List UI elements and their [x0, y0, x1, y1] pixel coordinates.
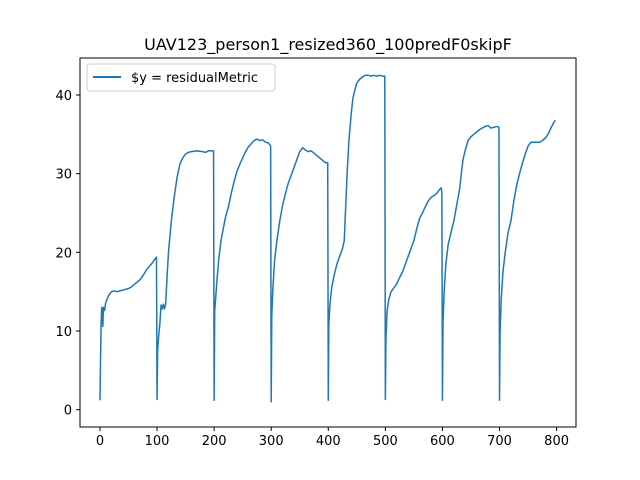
chart-title: UAV123_person1_resized360_100predF0skipF — [144, 35, 512, 55]
series-line-0 — [99, 74, 556, 403]
legend-box — [86, 63, 276, 92]
x-tick-label: 400 — [316, 434, 341, 449]
legend: $y = residualMetric — [86, 63, 276, 92]
axes: 0 100 200 300 400 500 600 700 800 0 10 20 30 40 — [55, 57, 577, 449]
x-tick-label: 500 — [373, 434, 398, 449]
x-tick-label: 100 — [145, 434, 170, 449]
plot-area — [99, 74, 556, 403]
y-tick-label: 30 — [55, 168, 72, 183]
x-tick-label: 700 — [487, 434, 512, 449]
y-tick-label: 20 — [55, 246, 72, 261]
y-tick-label: 10 — [55, 325, 72, 340]
x-tick-label: 0 — [96, 434, 104, 449]
x-tick-label: 600 — [430, 434, 455, 449]
y-tick-label: 40 — [55, 89, 72, 104]
x-tick-label: 800 — [544, 434, 569, 449]
x-tick-label: 200 — [202, 434, 227, 449]
x-tick-label: 300 — [259, 434, 284, 449]
y-tick-label: 0 — [64, 404, 72, 419]
legend-label: $y = residualMetric — [131, 71, 258, 86]
